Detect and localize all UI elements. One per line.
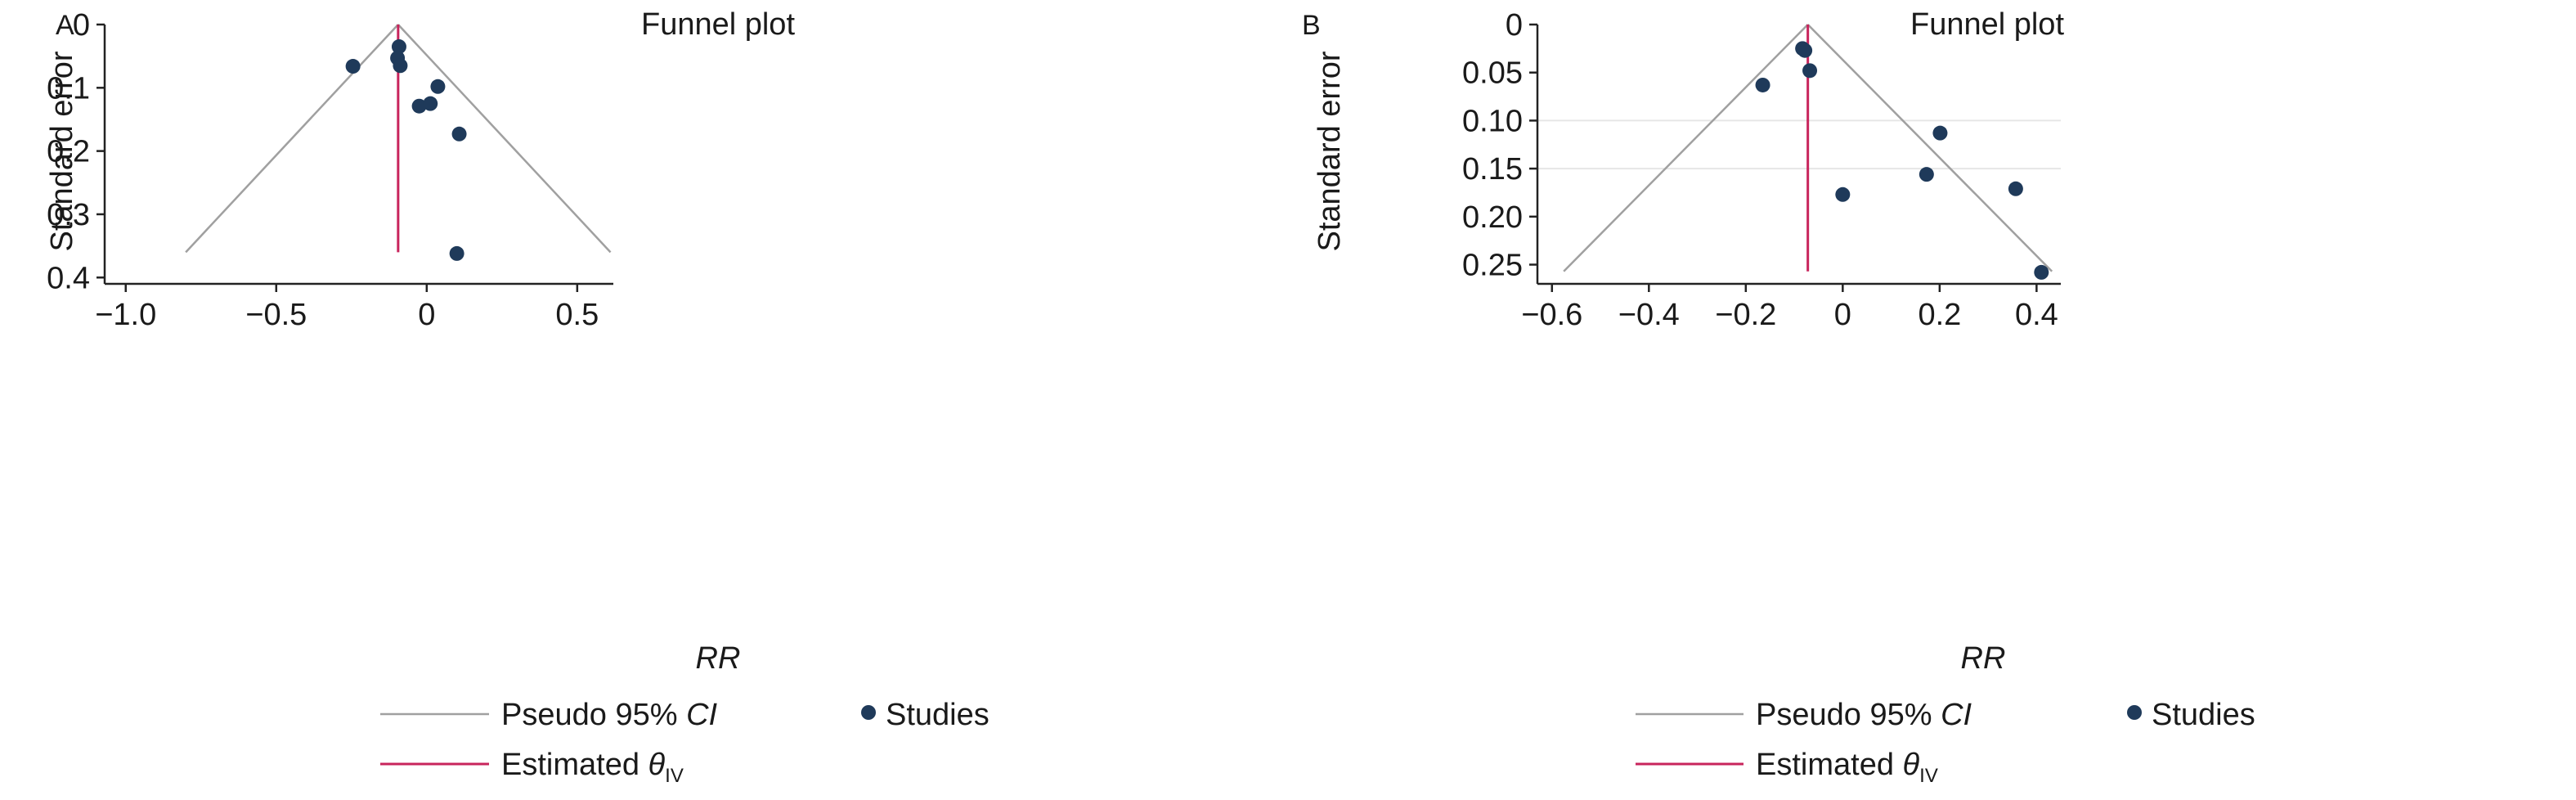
panel-b-x-tick-label-3: 0 xyxy=(1834,298,1851,332)
panel-b-study-point-5 xyxy=(1919,167,1934,182)
panel-b-y-tick-label-1: 0.05 xyxy=(1462,56,1523,91)
panel-b-study-point-6 xyxy=(1835,187,1851,202)
panel-a-legend-estimate-label: Estimated θIV xyxy=(501,748,684,787)
panel-a-y-tick-label-0: 0 xyxy=(73,8,90,43)
panel-a-study-point-6 xyxy=(423,96,438,111)
panel-a-x-tick-label-0: −1.0 xyxy=(95,298,156,332)
panel-a-y-tick-label-2: 0.2 xyxy=(47,135,90,169)
panel-b-label: B xyxy=(1302,10,1321,41)
panel-a-points xyxy=(345,39,467,261)
panel-b-y-axis-label: Standard error xyxy=(1313,51,1347,251)
panel-b-points xyxy=(1755,41,2049,280)
panel-b-study-point-4 xyxy=(1932,125,1948,141)
panel-b-legend-studies-label: Studies xyxy=(2152,698,2255,732)
panel-b-x-tick-label-4: 0.2 xyxy=(1918,298,1961,332)
panel-a-study-point-5 xyxy=(411,98,427,114)
panel-b-ci-line-left xyxy=(1563,24,1809,272)
panel-b-y-tick-label-0: 0 xyxy=(1506,8,1523,43)
panel-a-y-axis-label: Standard error xyxy=(45,51,79,251)
panel-b: B Funnel plot 00.050.100.150.200.25−0.6−… xyxy=(1302,7,2255,787)
panel-b-legend: Pseudo 95% CI Studies Estimated θIV xyxy=(1636,698,2255,787)
panel-a-x-axis-label: RR xyxy=(696,641,741,676)
panel-b-y-tick-label-2: 0.10 xyxy=(1462,104,1523,138)
panel-b-study-point-8 xyxy=(2034,264,2049,280)
panel-b-ci-line-right xyxy=(1806,24,2053,272)
panel-b-x-tick-label-1: −0.4 xyxy=(1618,298,1680,332)
panel-a-study-point-8 xyxy=(449,245,464,261)
panel-b-legend-estimate-label: Estimated θIV xyxy=(1756,748,1938,787)
panel-b-funnel xyxy=(1563,24,2053,272)
panel-b-study-point-7 xyxy=(2008,181,2023,196)
panel-b-axes: 0 0.05 0.10 0.15 0.20 0.25 −0.6 −0.4 −0.2 0 0.2 0.4 xyxy=(1462,8,2061,332)
panel-a-funnel xyxy=(185,24,612,254)
panel-a-x-tick-label-1: −0.5 xyxy=(245,298,307,332)
panel-a-study-point-7 xyxy=(451,126,467,142)
panel-a-x-tick-label-3: 0.5 xyxy=(555,298,599,332)
panel-a-study-point-4 xyxy=(430,79,446,94)
panel-b-grid xyxy=(1537,119,2061,170)
panel-b-study-point-1 xyxy=(1797,43,1813,58)
panel-a-y-tick-label-1: 0.1 xyxy=(47,71,90,106)
panel-a-study-point-0 xyxy=(345,59,361,74)
panel-b-study-point-3 xyxy=(1755,77,1770,92)
panel-b-title: Funnel plot xyxy=(1910,7,2064,42)
panel-a-ci-line-left xyxy=(185,24,399,254)
panel-a-x-tick-label-2: 0 xyxy=(418,298,435,332)
panel-b-x-tick-label-0: −0.6 xyxy=(1521,298,1582,332)
panel-a-y-tick-label-3: 0.3 xyxy=(47,198,90,232)
panel-b-y-tick-label-3: 0.15 xyxy=(1462,152,1523,187)
panel-a: A Funnel plot 00.10.20.30.4−1.0 −0.5 0 0.5 … xyxy=(45,7,990,787)
panel-a-y-tick-label-4: 0.4 xyxy=(47,261,90,295)
panel-a-study-point-1 xyxy=(391,39,406,55)
panel-b-legend-ci-label: Pseudo 95% CI xyxy=(1756,698,1972,732)
panel-a-ci-line-right xyxy=(397,24,612,254)
panel-b-x-tick-label-2: −0.2 xyxy=(1715,298,1776,332)
panel-b-study-point-2 xyxy=(1802,63,1818,79)
panel-a-legend-studies-marker xyxy=(861,705,876,720)
panel-b-legend-studies-marker xyxy=(2127,705,2142,720)
panel-b-x-axis-label: RR xyxy=(1961,641,2006,676)
panel-b-x-tick-label-5: 0.4 xyxy=(2015,298,2058,332)
panel-b-y-tick-label-4: 0.20 xyxy=(1462,200,1523,235)
panel-a-legend: Pseudo 95% CI Studies Estimated θIV xyxy=(380,698,990,787)
panel-b-y-tick-label-5: 0.25 xyxy=(1462,249,1523,283)
panel-a-legend-ci-label: Pseudo 95% CI xyxy=(501,698,718,732)
panel-a-axes: 0 0.1 0.2 0.3 0.4−1.0 −0.5 0 0.5 xyxy=(47,8,613,332)
panel-a-title: Funnel plot xyxy=(641,7,795,42)
panel-a-study-point-3 xyxy=(393,58,408,74)
panel-a-legend-studies-label: Studies xyxy=(886,698,990,732)
panel-a-label: A xyxy=(56,10,74,41)
